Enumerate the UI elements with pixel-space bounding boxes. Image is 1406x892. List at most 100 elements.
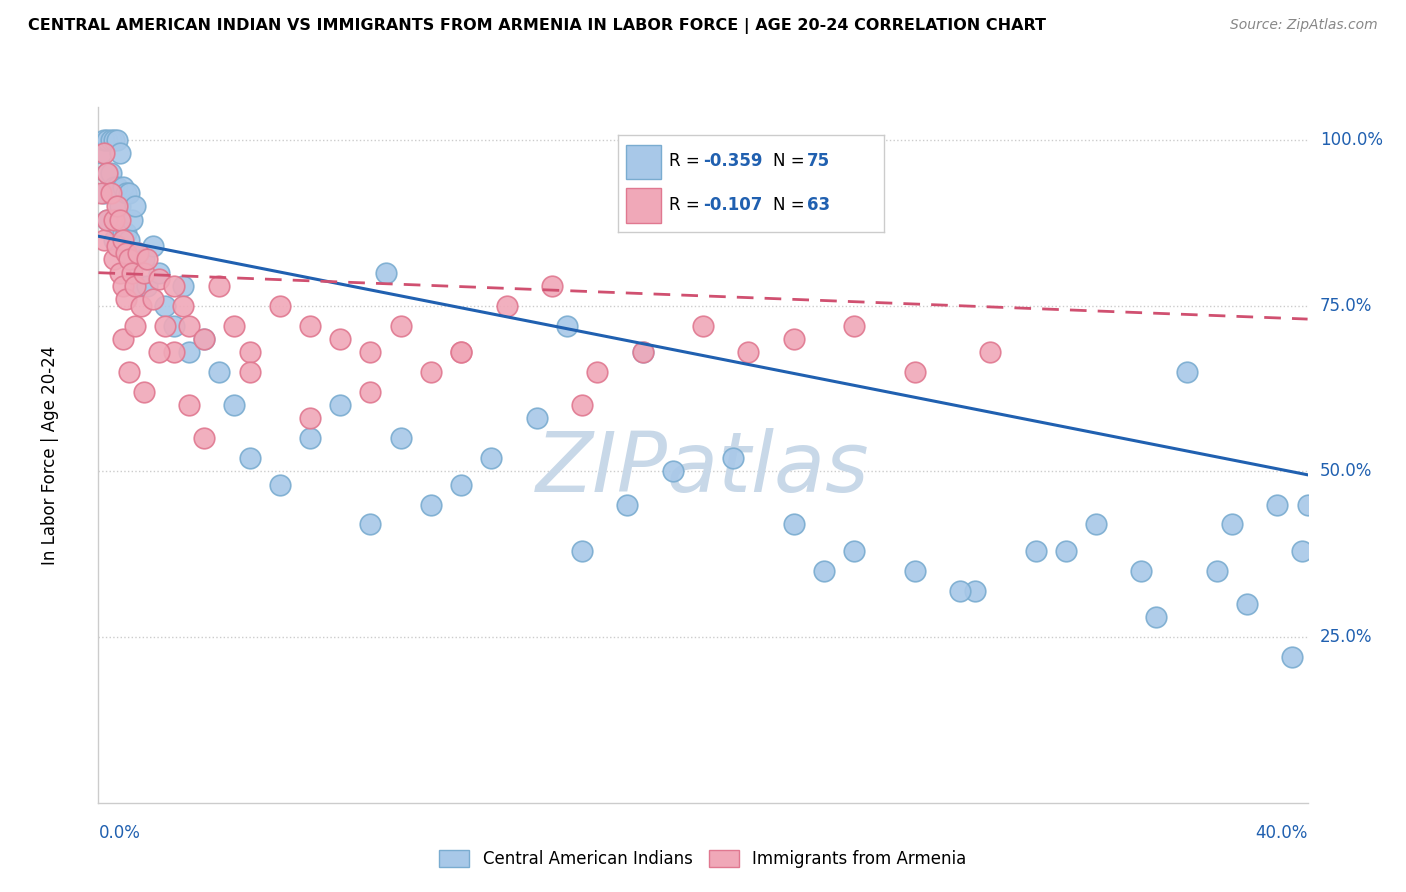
Point [105,219,128,234]
Point [129,279,152,293]
Point [108,266,131,280]
Point [121,212,143,227]
Point [224,398,246,412]
Point [979,345,1001,359]
Point [114,226,136,240]
Point [1296,498,1319,512]
Point [93,146,115,161]
Point [540,279,562,293]
Point [111,233,134,247]
Point [142,239,165,253]
Point [105,199,128,213]
Point [450,345,472,359]
Point [163,318,186,333]
Point [93,133,115,147]
Point [108,212,131,227]
Text: 75.0%: 75.0% [1320,297,1372,315]
Point [118,233,141,247]
Point [103,252,125,267]
Bar [626,188,661,222]
Point [129,299,152,313]
Point [269,477,291,491]
Point [132,266,155,280]
Text: 75: 75 [807,153,831,170]
Point [121,252,143,267]
Point [616,498,638,512]
Point [239,365,262,379]
Point [1236,597,1258,611]
Point [148,345,170,359]
Text: 25.0%: 25.0% [1320,628,1372,646]
Point [124,199,146,213]
Point [172,279,194,293]
Point [1054,544,1077,558]
Text: In Labor Force | Age 20-24: In Labor Force | Age 20-24 [41,345,59,565]
Point [360,384,382,399]
Point [721,451,744,466]
Point [132,252,155,267]
Point [103,233,125,247]
Point [93,233,115,247]
Point [269,299,291,313]
Point [329,398,352,412]
Point [105,133,128,147]
Text: R =: R = [669,153,704,170]
Point [111,332,134,346]
Point [177,318,201,333]
Point [127,245,149,260]
Legend: Central American Indians, Immigrants from Armenia: Central American Indians, Immigrants fro… [433,843,973,875]
Point [1130,564,1153,578]
Point [103,133,125,147]
Text: 0.0%: 0.0% [98,823,141,842]
Point [1265,498,1288,512]
Point [93,186,115,201]
Point [103,212,125,227]
Point [1220,517,1243,532]
Point [111,179,134,194]
Point [96,133,118,147]
Point [90,186,112,201]
Point [661,465,683,479]
Point [360,345,382,359]
Point [132,384,155,399]
Text: N =: N = [773,153,810,170]
Point [108,146,131,161]
Point [90,146,112,161]
Point [105,179,128,194]
Point [177,398,201,412]
Point [1144,610,1167,624]
Point [163,279,186,293]
Point [374,266,396,280]
Text: N =: N = [773,196,810,214]
Point [114,292,136,306]
Point [631,345,654,359]
Bar [626,145,661,178]
Point [108,239,131,253]
Point [96,212,118,227]
Point [118,365,141,379]
Point [571,544,593,558]
Point [299,431,322,445]
Text: CENTRAL AMERICAN INDIAN VS IMMIGRANTS FROM ARMENIA IN LABOR FORCE | AGE 20-24 CO: CENTRAL AMERICAN INDIAN VS IMMIGRANTS FR… [28,18,1046,34]
Point [555,318,578,333]
Point [118,252,141,267]
Point [389,318,412,333]
Point [904,564,927,578]
Point [904,365,927,379]
Text: R =: R = [669,196,704,214]
Point [949,583,972,598]
Point [239,451,262,466]
Point [526,411,548,425]
Text: 50.0%: 50.0% [1320,462,1372,481]
Point [495,299,517,313]
Point [121,266,143,280]
Text: -0.107: -0.107 [703,196,763,214]
Text: ZIPatlas: ZIPatlas [536,428,870,509]
Text: Source: ZipAtlas.com: Source: ZipAtlas.com [1230,18,1378,32]
Point [299,411,322,425]
Point [844,318,866,333]
Point [118,186,141,201]
Text: -0.359: -0.359 [703,153,763,170]
Point [481,451,503,466]
Point [224,318,246,333]
